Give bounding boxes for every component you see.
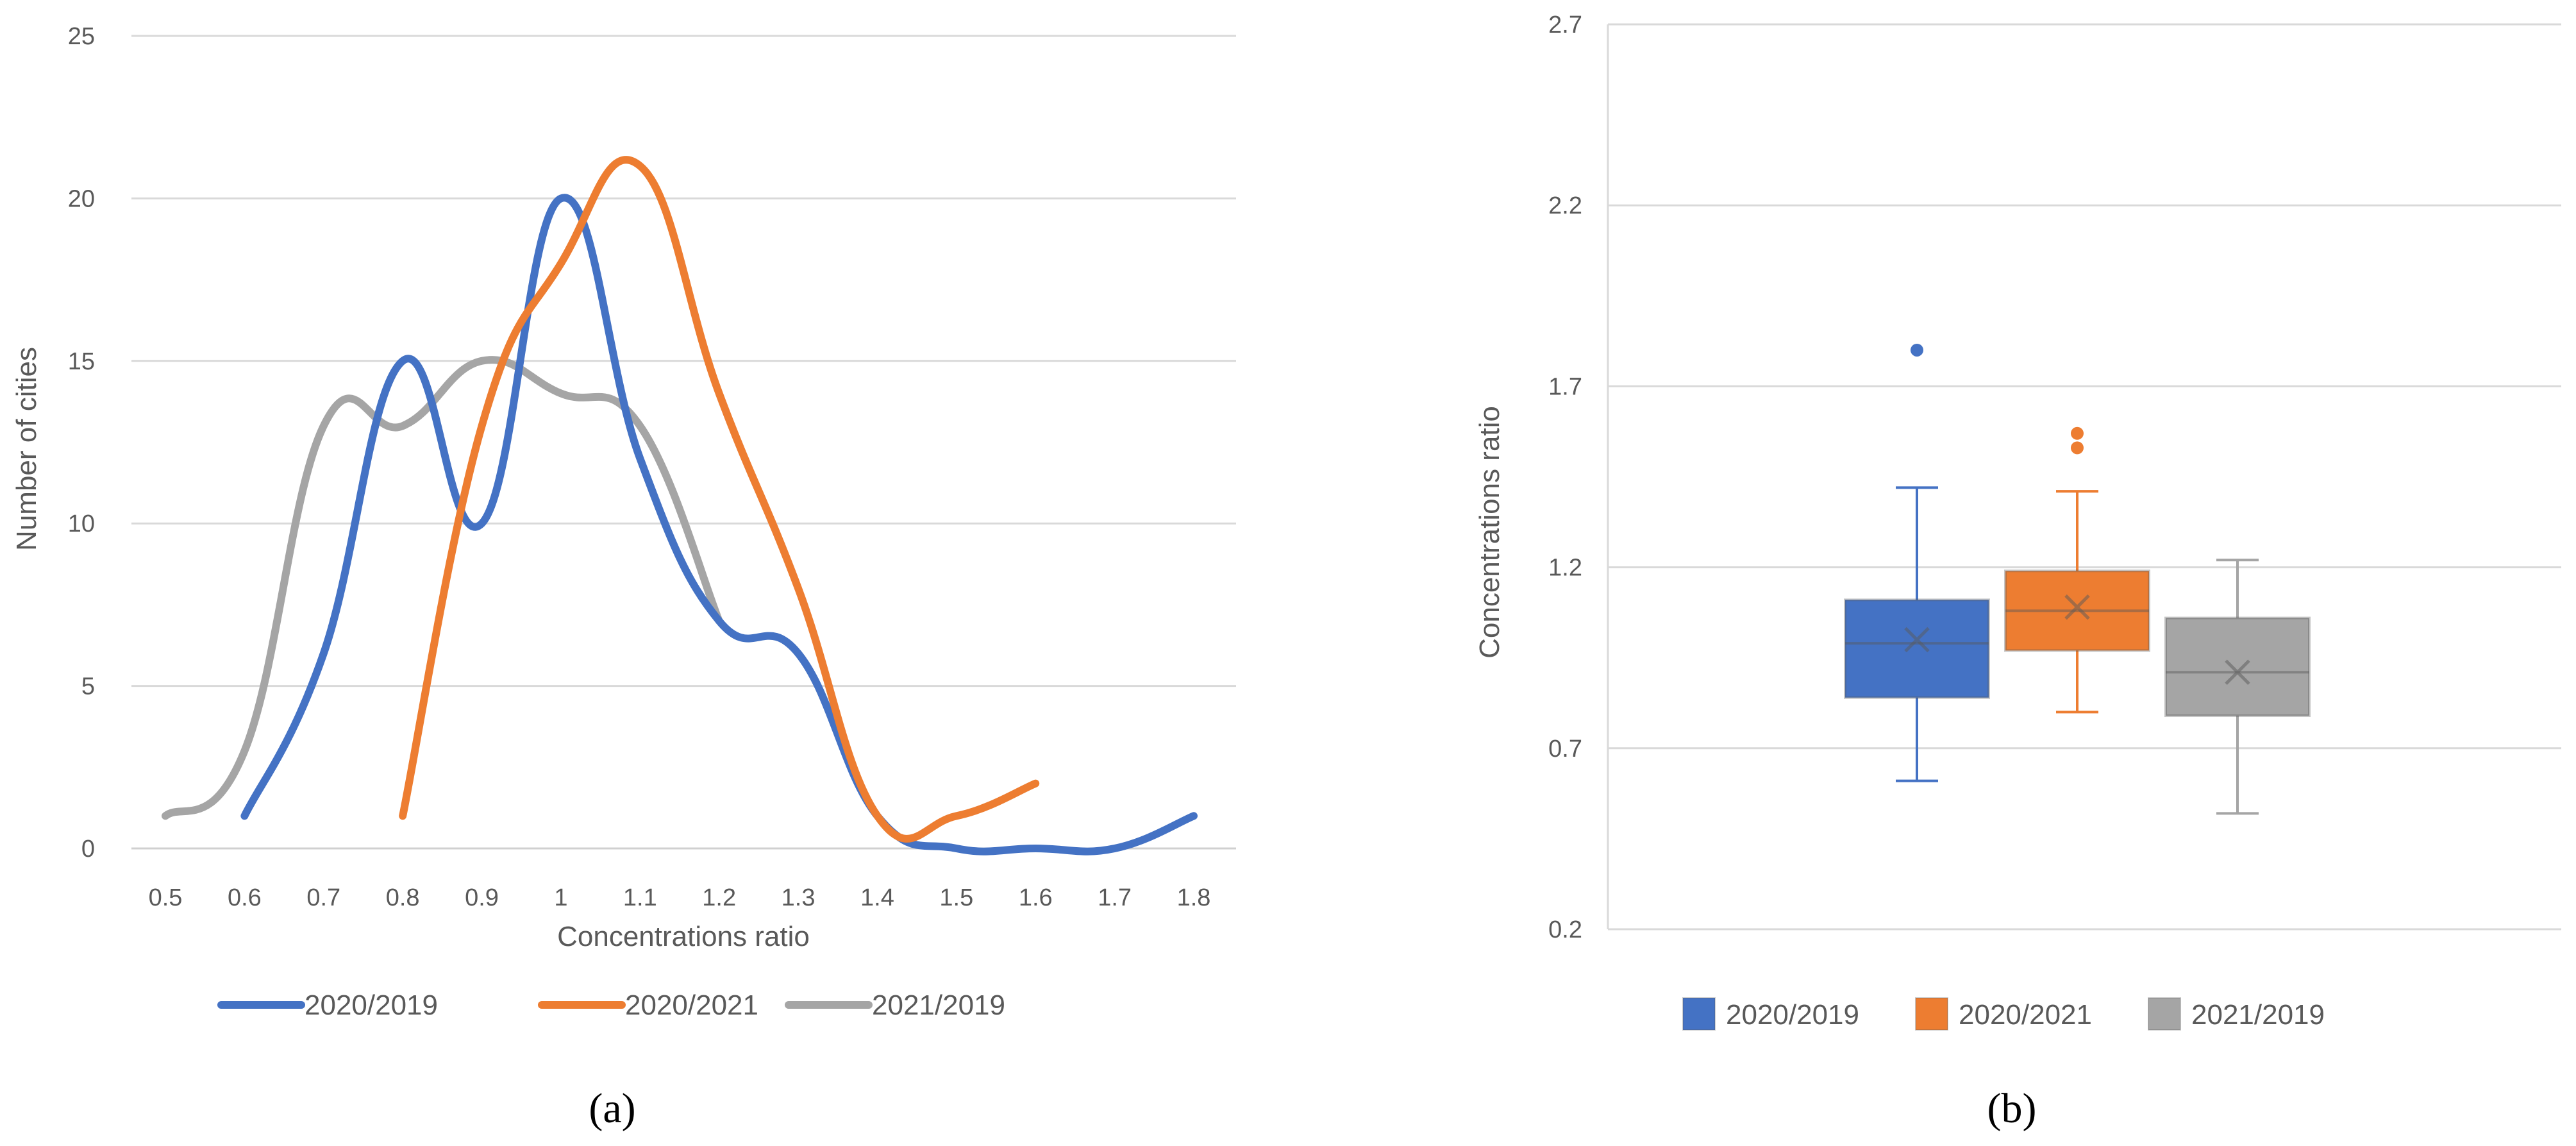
a-x-tick-label: 0.5 — [149, 884, 183, 911]
a-series-line — [240, 194, 1198, 855]
b-outlier-point — [2071, 441, 2084, 455]
b-box-group — [2004, 426, 2150, 714]
b-legend-label: 2021/2019 — [2191, 999, 2325, 1031]
b-y-axis-title: Concentrations ratio — [1474, 406, 1505, 659]
a-legend-label: 2020/2019 — [305, 990, 438, 1021]
a-series-line — [399, 156, 1040, 843]
b-box-group — [1844, 343, 1990, 782]
b-mean-marker — [2064, 594, 2090, 620]
a-x-tick-label: 1.5 — [939, 884, 973, 911]
b-box-plots — [1844, 343, 2311, 815]
a-x-tick-labels: 0.5 0.6 0.7 0.8 0.9 1 1.1 1.2 1.3 1.4 1.5 1.6 1.7 1.8 — [149, 884, 1211, 911]
a-x-tick-label: 1.4 — [860, 884, 894, 911]
a-x-tick-label: 1.3 — [782, 884, 815, 911]
a-y-tick-label: 15 — [68, 348, 95, 375]
b-box — [1844, 598, 1990, 699]
a-x-tick-label: 1.8 — [1177, 884, 1211, 911]
b-legend-swatch — [1682, 997, 1716, 1031]
a-y-tick-label: 20 — [68, 185, 95, 212]
a-x-tick-label: 0.7 — [306, 884, 340, 911]
line-chart-panel: 0 5 10 15 20 25 0.5 0.6 0.7 0.8 0.9 1 1.1 1.2 1.3 1.4 1… — [11, 23, 1236, 1132]
b-box — [2164, 616, 2311, 718]
a-x-tick-label: 1.2 — [702, 884, 736, 911]
b-outlier-point — [1911, 343, 1923, 357]
b-legend-swatch — [1915, 997, 1948, 1031]
a-x-tick-label: 1.6 — [1019, 884, 1053, 911]
a-x-tick-label: 0.9 — [465, 884, 499, 911]
a-y-tick-label: 10 — [68, 510, 95, 537]
b-box — [2004, 569, 2150, 652]
b-gridlines — [1607, 23, 2561, 931]
b-mean-marker — [1904, 627, 1930, 653]
b-legend-label: 2020/2021 — [1959, 999, 2092, 1031]
a-legend: 2020/2019 2020/2021 2021/2019 — [217, 990, 1005, 1021]
b-y-tick-label: 0.2 — [1548, 916, 1582, 943]
b-y-tick-labels: 0.2 0.7 1.2 1.7 2.2 2.7 — [1548, 12, 1582, 943]
b-y-tick-label: 1.2 — [1548, 555, 1582, 582]
b-legend-swatch — [2148, 997, 2181, 1031]
a-x-tick-label: 1.1 — [623, 884, 657, 911]
b-y-tick-label: 0.7 — [1548, 736, 1582, 763]
a-x-tick-label: 1 — [554, 884, 567, 911]
b-panel-label: (b) — [1987, 1085, 2037, 1132]
box-plot-panel: 0.20.71.21.72.22.7 Concentrations ratio … — [1474, 12, 2561, 1132]
b-legend: 2020/2019 2020/2021 2021/2019 — [1682, 997, 2325, 1031]
b-box-group — [2164, 559, 2311, 815]
a-y-tick-label: 25 — [68, 23, 95, 50]
b-y-tick-label: 2.7 — [1548, 12, 1582, 38]
a-y-tick-label: 0 — [81, 836, 95, 863]
b-outlier-point — [2071, 426, 2084, 440]
a-x-tick-label: 0.8 — [386, 884, 420, 911]
a-x-tick-label: 0.6 — [228, 884, 262, 911]
b-y-tick-label: 1.7 — [1548, 373, 1582, 400]
b-legend-label: 2020/2019 — [1726, 999, 1859, 1031]
a-legend-label: 2020/2021 — [625, 990, 758, 1021]
a-legend-label: 2021/2019 — [872, 990, 1005, 1021]
a-y-tick-label: 5 — [81, 673, 95, 700]
a-series-line — [162, 356, 723, 820]
a-x-axis-title: Concentrations ratio — [557, 921, 810, 952]
a-y-axis-title: Number of cities — [11, 347, 42, 551]
a-panel-label: (a) — [589, 1085, 635, 1132]
a-series-lines — [162, 156, 1198, 855]
b-y-tick-label: 2.2 — [1548, 192, 1582, 219]
b-mean-marker — [2225, 659, 2250, 686]
a-x-tick-label: 1.7 — [1098, 884, 1132, 911]
a-y-tick-labels: 0 5 10 15 20 25 — [68, 23, 95, 863]
